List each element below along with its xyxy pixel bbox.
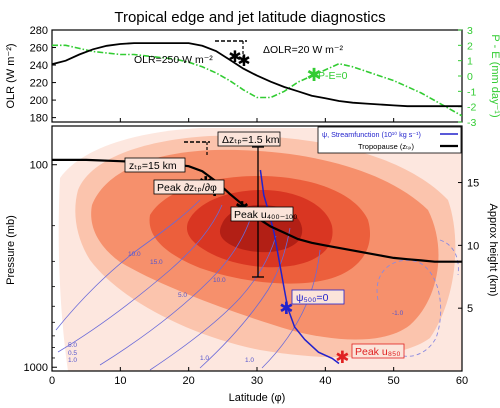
xtick-label: 20 (183, 375, 195, 387)
top-y2tick-label: 3 (467, 25, 473, 37)
annotation-dz-box: Δzₜₚ=1.5 km (217, 131, 281, 147)
streamfunction-contour-a (55, 199, 201, 331)
contour-label: 5.0 (178, 292, 187, 299)
annotation-peaku850-box: Peak u₈₅₀ (351, 343, 405, 359)
streamfunction-contour-b (57, 204, 223, 353)
top-y2tick-label: -1 (467, 86, 476, 98)
contour-label: -1.0 (392, 310, 404, 317)
xtick-label: 10 (114, 375, 126, 387)
annotation-psi500: ψ₅₀₀=0 (296, 292, 329, 304)
annotation-dzdphi-box: Peak ∂zₜₚ/∂φ (153, 179, 225, 195)
y2tick-label: 15 (467, 178, 479, 190)
xtick-label: 0 (49, 375, 55, 387)
marker-psi500: ✱ (279, 299, 293, 318)
xtick-label: 40 (319, 375, 331, 387)
top-y2tick-label: -3 (467, 117, 476, 129)
top-y2tick-label: -2 (467, 102, 476, 114)
streamfunction-contour-f (149, 235, 277, 371)
top-ytick-label: 200 (30, 95, 48, 107)
top-ytick-label: 180 (30, 113, 48, 125)
annotation-peaku400: Peak u₄₀₀₋₁₀₀ (234, 209, 298, 221)
marker-dolr: ✱ (237, 53, 250, 70)
contour-label: 1.0 (68, 357, 77, 364)
contour-label: 1.0 (245, 357, 254, 364)
annotation-peaku850: Peak u₈₅₀ (355, 346, 401, 358)
wind-contour-fill (52, 128, 462, 371)
olr-series-line (52, 42, 462, 108)
contour-label: 0.5 (68, 350, 77, 357)
streamfunction-contour-neg (376, 259, 442, 357)
contour-label: 10.0 (128, 251, 141, 258)
annotation-olr250: OLR=250 W m⁻² (134, 54, 213, 66)
y2tick-label: 10 (467, 240, 479, 252)
legend-tropopause: Tropopause (zₜₚ) (358, 142, 415, 151)
annotation-ztp15: zₜₚ=15 km (129, 160, 177, 172)
marker-pe0: ✱ (306, 65, 321, 85)
streamfunction-contour-neg2 (439, 239, 459, 276)
top-ylabel: OLR (W m⁻²) (5, 43, 17, 108)
annotation-dolr: ΔOLR=20 W m⁻² (263, 44, 343, 56)
contour-label: 1.0 (200, 355, 209, 362)
contour-label: 15.0 (150, 259, 163, 266)
streamfunction-contour-d (199, 227, 291, 369)
top-ytick-label: 260 (30, 43, 48, 55)
top-ytick-label: 240 (30, 60, 48, 72)
streamfunction-contour-e (261, 249, 321, 369)
streamfunction-contour-c (99, 213, 253, 366)
ytick-label: 100 (30, 160, 48, 172)
legend: ψ, Streamfunction (10¹⁰ kg s⁻¹) Tropopau… (317, 126, 462, 154)
legend-box (317, 126, 462, 154)
bottom-xlabel: Latitude (φ) (229, 392, 286, 404)
annotation-dzdphi: Peak ∂zₜₚ/∂φ (157, 182, 217, 194)
ytick-label: 1000 (24, 362, 48, 374)
marker-olr250: ✱ (228, 49, 241, 66)
annotation-dz: Δzₜₚ=1.5 km (222, 134, 280, 146)
annotation-psi500-box: ψ₅₀₀=0 (291, 289, 345, 305)
contour-label: 5.0 (68, 342, 77, 349)
xtick-label: 50 (388, 375, 400, 387)
top-ytick-label: 280 (30, 25, 48, 37)
bottom-y2label: Approx height (km) (487, 204, 499, 297)
top-panel: 180 200 220 240 260 280 -3 -2 -1 0 1 2 3 OLR (W m⁻²… (5, 25, 500, 129)
y2tick-label: 5 (467, 303, 473, 315)
annotation-ztp15-box: zₜₚ=15 km (124, 157, 186, 173)
xtick-label: 60 (456, 375, 468, 387)
legend-streamfunction: ψ, Streamfunction (10¹⁰ kg s⁻¹) (322, 130, 421, 139)
top-y2tick-label: 1 (467, 56, 473, 68)
bottom-ylabel: Pressure (mb) (5, 215, 17, 285)
top-y2tick-label: 0 (467, 71, 473, 83)
annotation-peaku400-box: Peak u₄₀₀₋₁₀₀ (230, 206, 298, 222)
chart-title: Tropical edge and jet latitude diagnosti… (114, 9, 385, 26)
marker-peaku850: ✱ (335, 348, 349, 367)
bottom-panel: 10.015.05.00.51.01.01.0-1.010.05.0 ✱✱✱✱✱… (5, 125, 499, 404)
top-ytick-label: 220 (30, 78, 48, 90)
annotation-pe0: P-E=0 (318, 70, 348, 82)
top-y2label: P - E (mm day⁻¹) (489, 34, 500, 117)
tropopause-line (52, 158, 462, 263)
top-y2tick-label: 2 (467, 40, 473, 52)
xtick-label: 30 (251, 375, 263, 387)
pe-series-line (52, 44, 462, 117)
contour-label: 10.0 (213, 277, 226, 284)
